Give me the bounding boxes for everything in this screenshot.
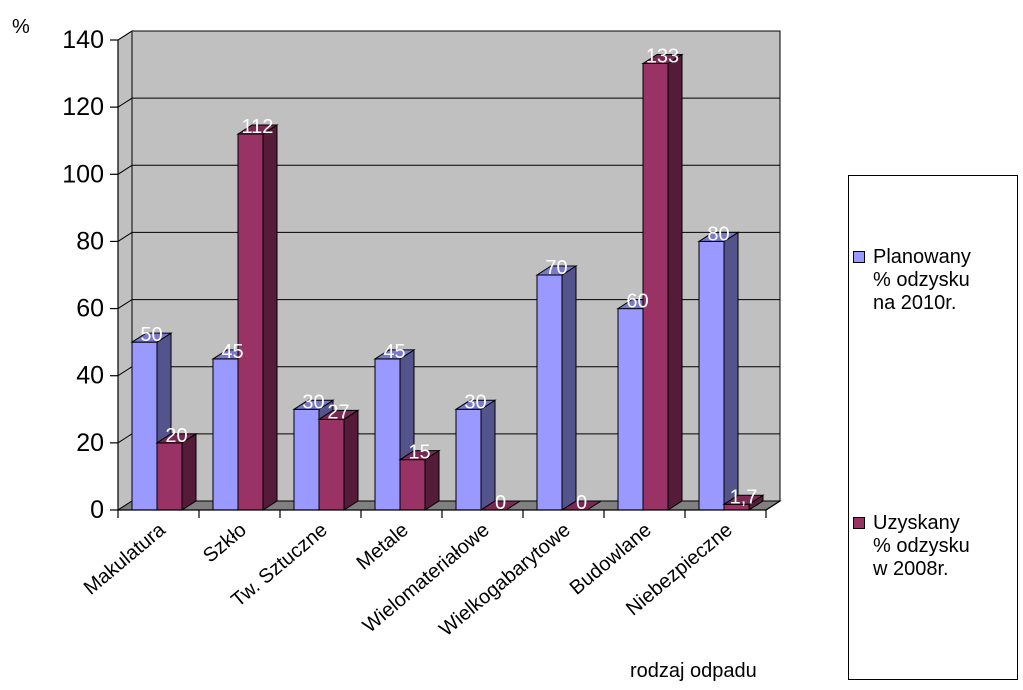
bar-front [698,240,725,511]
y-tick-label: 100 [62,160,104,188]
bar-front [642,63,669,511]
gridline-side [117,366,133,377]
data-label-planowany-budowlane: 60 [626,291,648,313]
data-label-uzyskany-tw-sztuczne: 27 [327,401,349,423]
data-label-uzyskany-wielkogabarytowe: 0 [576,492,587,514]
gridline-side [117,433,133,444]
x-tick-label-makulatura: Makulatura [80,518,171,599]
bar-uzyskany-tw-sztuczne [317,409,360,511]
bar-side [561,265,577,511]
bars-layer [130,53,765,511]
bar-uzyskany-szk-o [236,124,279,511]
bar-top [398,450,441,461]
legend-swatch-uzyskany [853,517,865,529]
bar-top [454,399,497,410]
bar-front [212,358,239,511]
bar-front [374,358,401,511]
data-label-uzyskany-makulatura: 20 [165,425,187,447]
bar-side [262,124,278,511]
y-tick-label: 20 [76,429,104,457]
bar-side [723,231,739,511]
bar-front [237,133,264,511]
legend-swatch-planowany [853,251,865,263]
data-label-planowany-makulatura: 50 [140,324,162,346]
gridline-side [117,164,133,175]
y-tick-label: 120 [62,93,104,121]
bar-side [343,409,359,511]
y-tick-label: 40 [76,362,104,390]
data-label-planowany-niebezpieczne: 80 [707,223,729,245]
bar-front [536,274,563,511]
data-label-planowany-tw-sztuczne: 30 [302,391,324,413]
bar-uzyskany-metale [398,449,441,511]
data-label-planowany-wielomateria-owe: 30 [464,391,486,413]
bar-top [130,332,173,343]
bar-uzyskany-makulatura [155,432,198,511]
bar-front [617,308,644,511]
bar-top [155,433,198,444]
legend-item-planowany: Planowany % odzysku na 2010r. [853,246,1023,315]
x-tick-label-metale: Metale [353,519,413,574]
bar-side [480,399,496,511]
x-axis-end [765,500,781,511]
bar-front [156,442,183,511]
gridline-side [117,299,133,309]
data-label-planowany-metale: 45 [383,341,405,363]
bar-top [535,265,578,276]
bar-top [373,349,416,360]
data-label-planowany-wielkogabarytowe: 70 [545,257,567,279]
bar-top [317,409,360,420]
bar-side [667,53,683,511]
bar-front [318,418,345,511]
bar-front [293,408,320,511]
data-label-uzyskany-wielomateria-owe: 0 [495,492,506,514]
data-label-uzyskany-metale: 15 [408,442,430,464]
legend-item-uzyskany: Uzyskany % odzysku w 2008r. [853,512,1023,581]
bar-top [722,494,765,505]
data-label-planowany-szk-o: 45 [221,341,243,363]
bar-front [131,341,158,511]
gridline-side [117,232,133,242]
bar-planowany-wielomateria-owe [454,399,497,511]
gridline-side [117,30,133,41]
bar-top [697,231,740,242]
data-label-uzyskany-szk-o: 112 [242,116,274,138]
legend-label-uzyskany: Uzyskany % odzysku w 2008r. [873,512,970,580]
x-tick-label-szk-o: Szkło [199,519,251,567]
bar-front [399,459,426,511]
y-tick-label: 60 [76,295,104,323]
bar-planowany-wielkogabarytowe [535,265,578,511]
data-label-uzyskany-niebezpieczne: 1,7 [730,486,758,508]
y-axis-unit-label: % [12,16,30,38]
bar-top [236,124,279,135]
y-tick-label: 140 [62,26,104,54]
bar-top [292,399,335,410]
legend-label-planowany: Planowany % odzysku na 2010r. [873,246,971,314]
bar-uzyskany-budowlane [641,53,684,511]
bar-top [641,54,684,64]
data-label-uzyskany-budowlane: 133 [646,46,679,68]
legend: Planowany % odzysku na 2010r. Uzyskany %… [848,175,1018,680]
bar-uzyskany-niebezpieczne [722,494,765,511]
bar-front [455,408,482,511]
bar-planowany-niebezpieczne [697,231,740,511]
gridline-side [117,97,133,108]
y-tick-label: 80 [76,227,104,255]
y-tick-label: 0 [90,496,104,524]
x-axis-title: rodzaj odpadu [630,660,757,682]
